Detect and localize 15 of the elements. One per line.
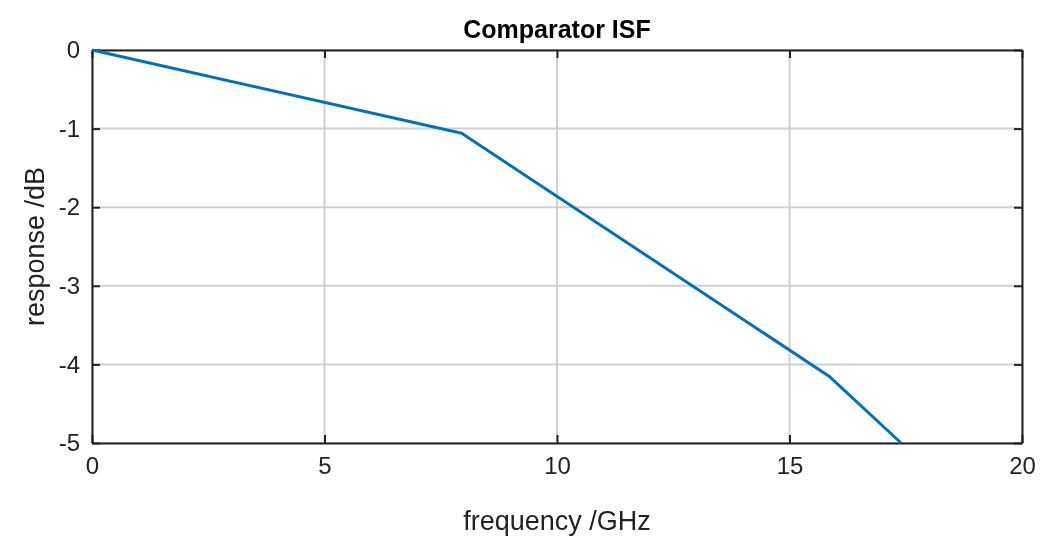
y-tick-label: -4 [58,350,80,378]
chart-title: Comparator ISF [463,15,651,43]
y-tick-label: -2 [58,193,80,221]
x-tick-label: 20 [1009,452,1036,480]
y-tick-label: -3 [58,271,80,299]
x-tick-label: 15 [776,452,804,480]
x-tick-label: 0 [85,452,100,480]
y-tick-label: -5 [58,429,80,457]
x-tick-label: 5 [318,452,332,480]
y-axis-title: response /dB [20,166,50,327]
x-tick-label: 10 [544,452,571,480]
x-axis-title: frequency /GHz [463,506,651,536]
y-tick-label: 0 [66,36,80,64]
y-tick-label: -1 [58,114,80,142]
line-series [90,48,903,445]
